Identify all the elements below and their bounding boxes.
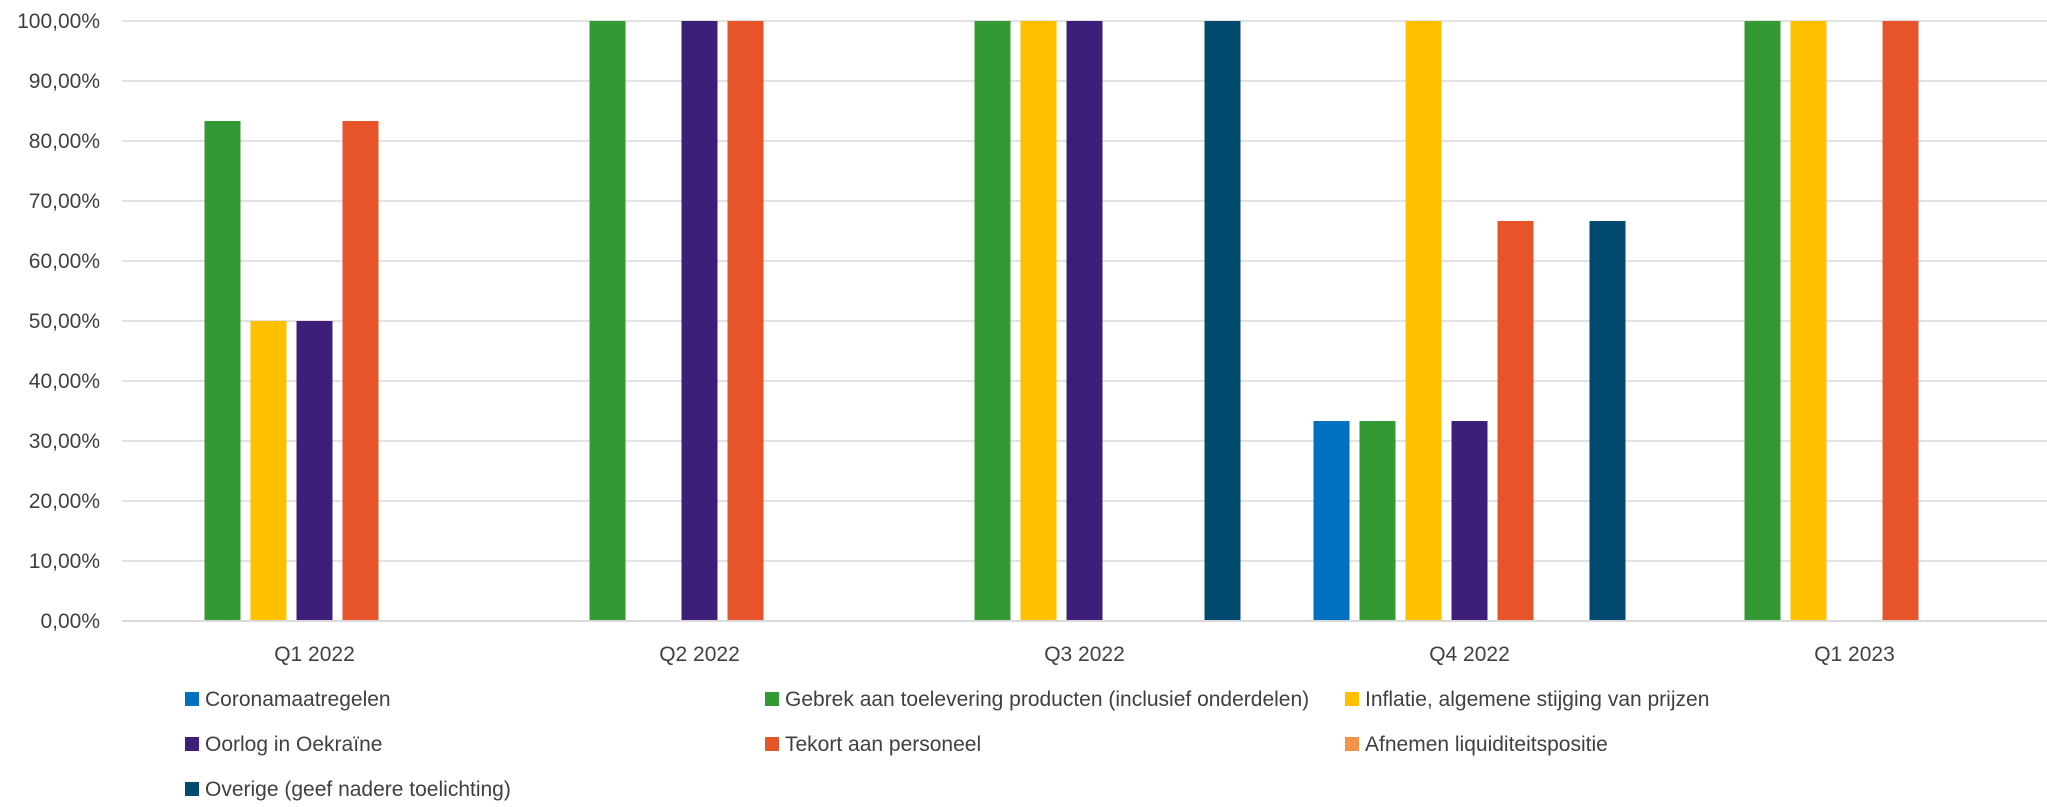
x-category-label: Q1 2022 [274, 643, 355, 666]
x-category-label: Q3 2022 [1044, 643, 1125, 666]
bar [1589, 220, 1626, 622]
legend-label: Overige (geef nadere toelichting) [205, 778, 511, 801]
x-category-label: Q4 2022 [1429, 643, 1510, 666]
legend-swatch [1345, 692, 1359, 706]
y-tick-label: 20,00% [29, 490, 100, 513]
legend-swatch [185, 782, 199, 796]
legend-label: Oorlog in Oekraïne [205, 733, 382, 756]
y-tick-label: 30,00% [29, 430, 100, 453]
bar [1451, 421, 1488, 621]
y-tick-label: 0,00% [40, 610, 100, 633]
x-category-label: Q2 2022 [659, 643, 740, 666]
bar [1204, 21, 1241, 621]
bar [342, 121, 379, 622]
legend-label: Gebrek aan toelevering producten (inclus… [785, 688, 1309, 711]
bar [1020, 21, 1057, 621]
y-tick-label: 80,00% [29, 130, 100, 153]
bar [589, 21, 626, 621]
y-tick-label: 40,00% [29, 370, 100, 393]
bar [727, 21, 764, 621]
legend-label: Tekort aan personeel [785, 733, 981, 756]
bar [974, 21, 1011, 621]
x-axis-category-labels: Q1 2022 Q2 2022 Q3 2022 Q4 2022 Q1 2023 [274, 643, 1895, 666]
bar [1497, 220, 1534, 622]
y-tick-label: 60,00% [29, 250, 100, 273]
y-axis-tick-labels: 0,00% 10,00% 20,00% 30,00% 40,00% 50,00% 60,00… [17, 10, 100, 633]
x-category-label: Q1 2023 [1814, 643, 1895, 666]
y-tick-label: 90,00% [29, 70, 100, 93]
bar [681, 21, 718, 621]
legend: Coronamaatregelen Gebrek aan toelevering … [185, 688, 1709, 801]
bar [1066, 21, 1103, 621]
bar [204, 121, 241, 622]
y-tick-label: 100,00% [17, 10, 100, 33]
legend-label: Coronamaatregelen [205, 688, 391, 711]
bar [1359, 421, 1396, 621]
legend-swatch [185, 737, 199, 751]
bar [1882, 21, 1919, 621]
bars [204, 21, 1919, 622]
bar [250, 321, 287, 621]
y-tick-label: 10,00% [29, 550, 100, 573]
bar [1405, 21, 1442, 621]
y-tick-label: 50,00% [29, 310, 100, 333]
legend-swatch [1345, 737, 1359, 751]
legend-swatch [765, 737, 779, 751]
bar [1790, 21, 1827, 621]
bar [1313, 421, 1350, 621]
y-tick-label: 70,00% [29, 190, 100, 213]
legend-swatch [765, 692, 779, 706]
legend-label: Afnemen liquiditeitspositie [1365, 733, 1608, 756]
bar [1744, 21, 1781, 621]
bar [296, 321, 333, 621]
legend-swatch [185, 692, 199, 706]
legend-label: Inflatie, algemene stijging van prijzen [1365, 688, 1709, 711]
